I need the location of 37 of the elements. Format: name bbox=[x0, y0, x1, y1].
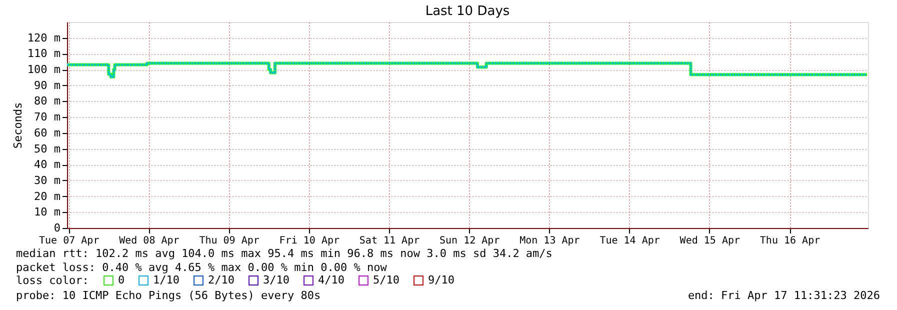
x-tick-label: Sun 12 Apr bbox=[440, 236, 500, 246]
y-tick-label: 110 m bbox=[27, 47, 61, 60]
y-tick-label: 50 m bbox=[34, 142, 61, 156]
chart-title: Last 10 Days bbox=[425, 4, 510, 19]
text: median rtt: 102.2 ms avg 104.0 ms max 95.4 ms min 96.8 ms now 3.0 ms sd 34.2 am/s bbox=[16, 247, 552, 260]
y-tick-label: 0 bbox=[54, 222, 60, 234]
text: end: Fri Apr 17 11:31:23 2026 bbox=[688, 289, 880, 302]
legend-label: 0 bbox=[118, 274, 125, 287]
y-tick-label: 70 m bbox=[34, 110, 61, 124]
legend-label: 9/10 bbox=[428, 274, 454, 287]
y-tick-label: 100 m bbox=[27, 63, 61, 76]
y-tick-label: 20 m bbox=[34, 190, 61, 203]
x-tick-label: Wed 08 Apr bbox=[119, 236, 180, 246]
x-tick-label: Wed 15 Apr bbox=[680, 236, 740, 246]
x-tick-label: Fri 10 Apr bbox=[279, 236, 340, 246]
legend-label: 1/10 bbox=[153, 274, 180, 287]
y-tick-label: 80 m bbox=[34, 94, 61, 108]
legend-label: 5/10 bbox=[373, 274, 400, 287]
x-tick-label: Thu 16 Apr bbox=[760, 236, 820, 246]
x-tick-label: Tue 07 Apr bbox=[39, 236, 100, 246]
legend-label: 2/10 bbox=[208, 274, 234, 287]
x-tick-label: Sat 11 Apr bbox=[359, 236, 420, 246]
y-tick-label: 120 m bbox=[27, 31, 61, 44]
legend-title: loss color: bbox=[16, 274, 89, 287]
y-tick-label: 30 m bbox=[34, 174, 61, 187]
y-tick-label: 40 m bbox=[34, 158, 61, 172]
y-tick-label: 10 m bbox=[34, 206, 61, 219]
x-tick-label: Mon 13 Apr bbox=[520, 236, 580, 246]
text: probe: 10 ICMP Echo Pings (56 Bytes) every 80s bbox=[16, 289, 321, 302]
x-tick-label: Tue 14 Apr bbox=[600, 236, 660, 246]
legend-label: 4/10 bbox=[318, 274, 344, 287]
x-tick-label: Thu 09 Apr bbox=[199, 236, 260, 246]
y-axis-title: Seconds bbox=[11, 102, 24, 149]
legend-label: 3/10 bbox=[263, 274, 290, 287]
y-tick-label: 90 m bbox=[34, 78, 61, 92]
text: packet loss: 0.40 % avg 4.65 % max 0.00 % min 0.00 % now bbox=[16, 261, 388, 274]
y-tick-label: 60 m bbox=[34, 126, 61, 140]
